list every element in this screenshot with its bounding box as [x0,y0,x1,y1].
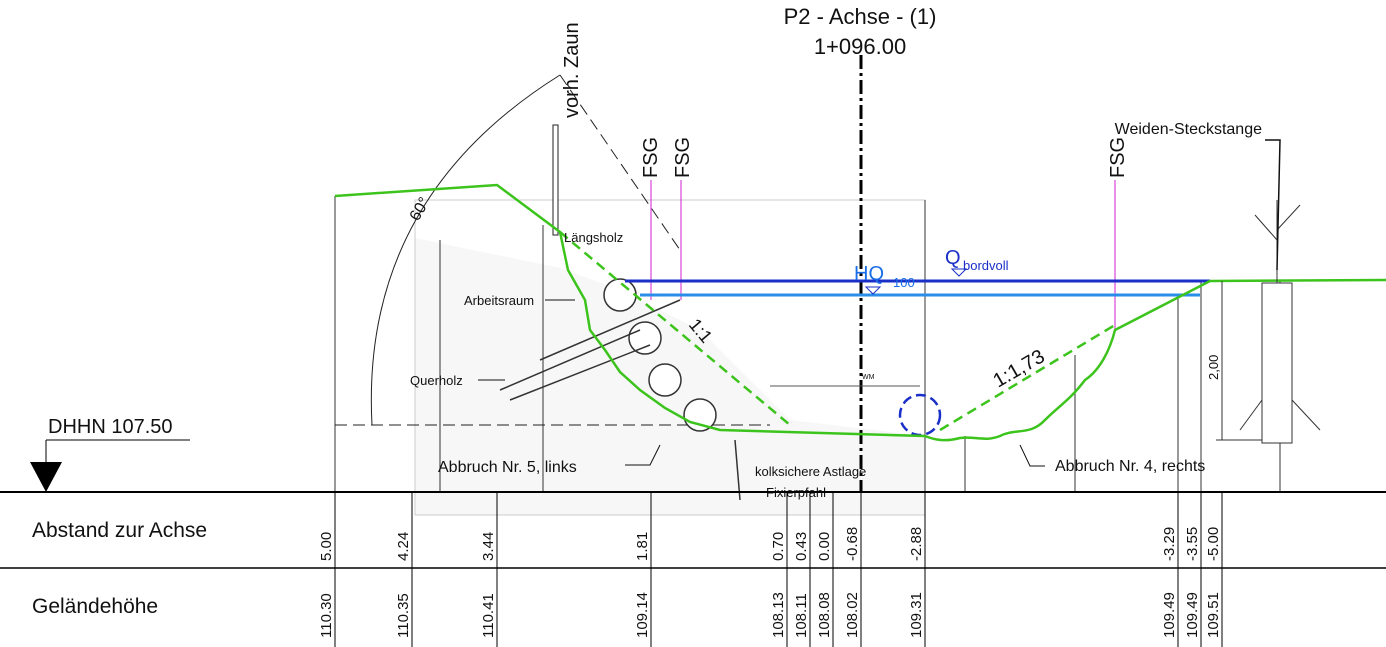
distance-cell: -3.55 [1184,527,1201,561]
elevation-cell: 110.30 [318,593,335,638]
label: kolksichere Astlage [755,464,866,479]
datum-label: DHHN 107.50 [48,416,173,438]
elevation-cell: 110.41 [480,593,497,638]
label: Längsholz [564,230,623,245]
elevation-cell: 109.49 [1161,592,1178,638]
detail-circle [900,395,940,435]
distance-cell: 0.00 [816,532,833,561]
label: Weiden-Steckstange [1115,121,1262,138]
distance-cell: 3.44 [480,532,497,561]
water-symbol [866,287,880,294]
label: 2,00 [1206,355,1221,380]
elevation-cell: 108.11 [793,593,810,638]
datum-symbol [30,462,62,492]
title: P2 - Achse - (1) [784,4,937,29]
elevation-cell: 108.08 [816,592,833,638]
label: HQ [854,263,884,285]
elevation-cell: 109.31 [908,592,925,638]
distance-cell: -0.68 [844,527,861,561]
distance-cell: -2.88 [908,527,925,561]
elevation-cell: 108.13 [770,592,787,638]
label: WM [862,374,875,381]
label: Querholz [410,373,463,388]
fence [553,125,558,235]
distance-cell: 5.00 [318,532,335,561]
cross-section: P2 - Achse - (1) 1+096.00 vorh. Zaun FSG… [0,0,1386,647]
label: bordvoll [963,258,1009,273]
distance-cell: 4.24 [395,532,412,561]
label: 100 [893,275,915,290]
elevation-cell: 110.35 [395,593,412,638]
label: 1:1,73 [990,345,1049,392]
label: Abbruch Nr. 5, links [438,459,577,476]
label: FSG [672,137,694,178]
label: FSG [640,137,662,178]
distance-cell: -5.00 [1205,527,1222,561]
label: vorh. Zaun [561,22,583,118]
distance-cell: -3.29 [1161,527,1178,561]
row-label: Abstand zur Achse [32,519,207,542]
station: 1+096.00 [814,34,906,59]
row-label: Geländehöhe [32,595,158,618]
label: 60° [407,195,434,224]
elevation-cell: 109.49 [1184,592,1201,638]
elevation-cell: 109.14 [634,592,651,638]
distance-cell: 0.43 [793,532,810,561]
leader [1265,140,1280,270]
elevation-cell: 109.51 [1205,592,1222,638]
leader [1020,445,1045,466]
label: FSG [1107,137,1129,178]
label: Arbeitsraum [464,293,534,308]
elevation-cell: 108.02 [844,592,861,638]
willow-stake [1262,283,1292,443]
distance-cell: 1.81 [634,532,651,561]
distance-cell: 0.70 [770,532,787,561]
label: Abbruch Nr. 4, rechts [1055,458,1205,475]
label: Q [945,247,961,269]
